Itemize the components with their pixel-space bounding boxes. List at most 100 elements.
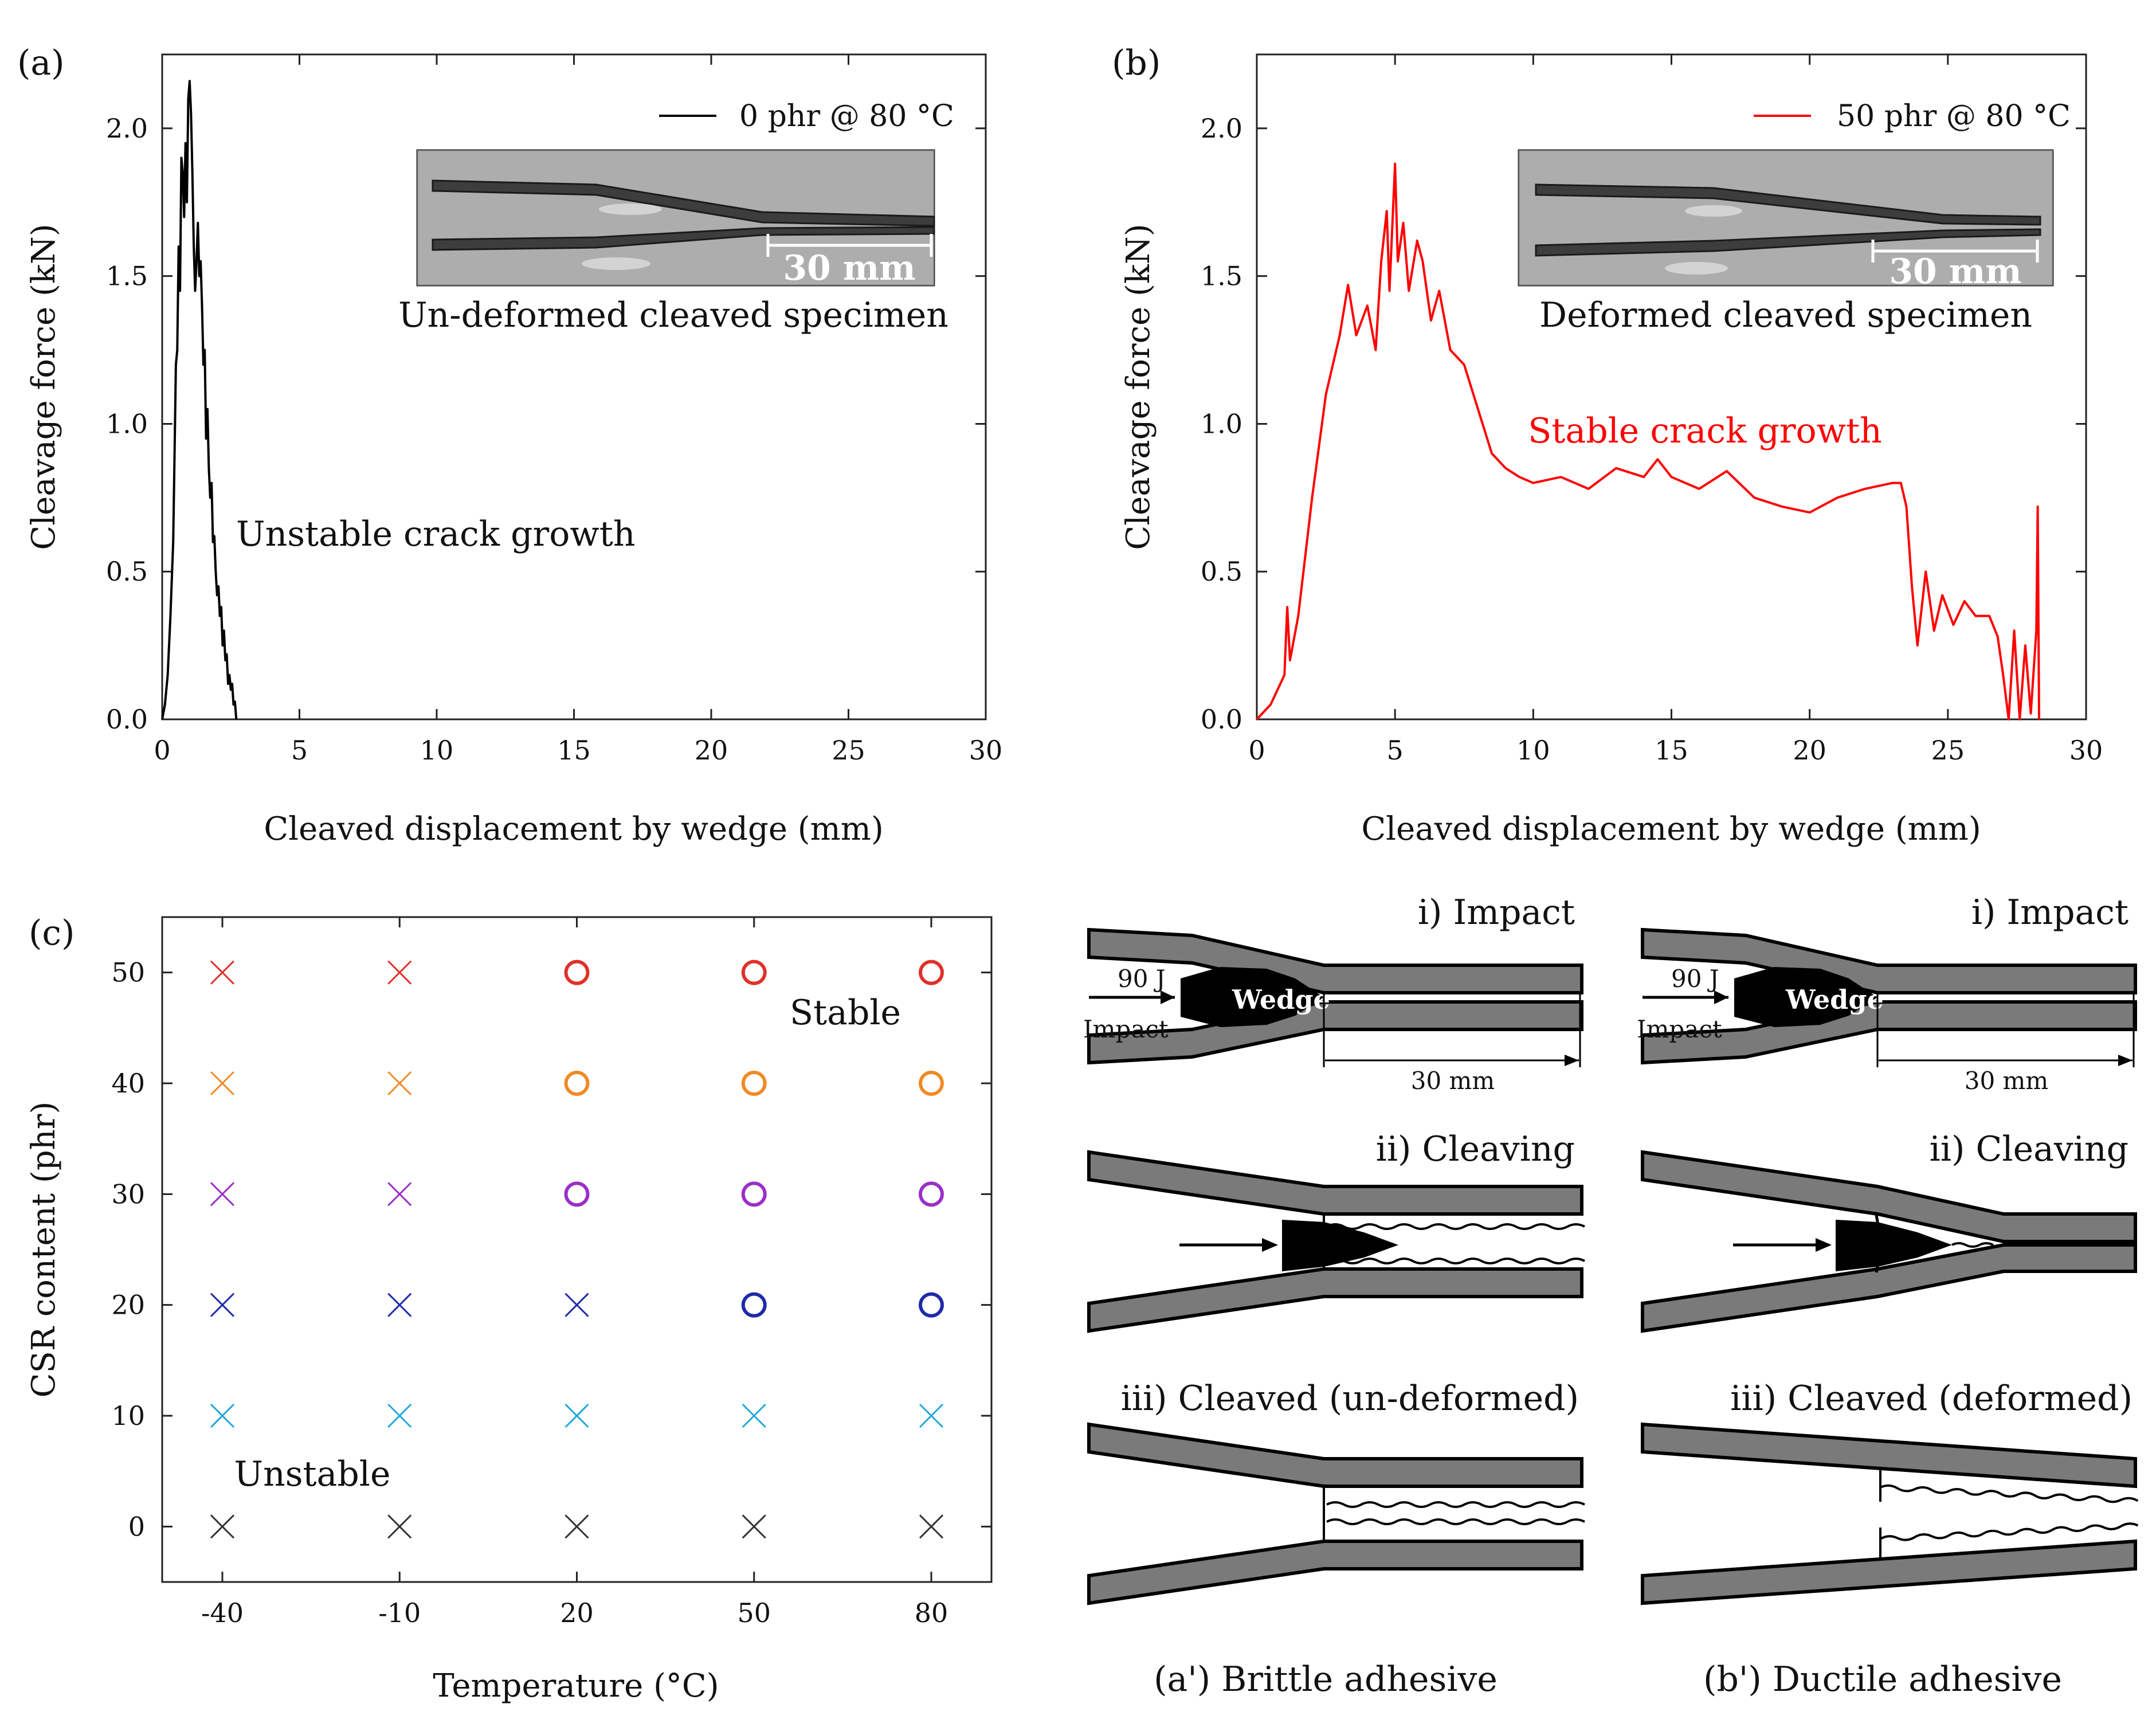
y-tick-label: 1.5 (1201, 261, 1242, 292)
y-tick-label: 2.0 (106, 113, 148, 144)
panel-c-label: (c) (29, 913, 75, 953)
impact-step-label: i) Impact (1971, 892, 2128, 933)
y-tick-label: 50 (111, 957, 145, 988)
impact-word: Impact (1637, 1015, 1722, 1043)
x-tick-label: 80 (915, 1597, 948, 1628)
x-tick-label: -40 (201, 1597, 244, 1628)
panel-b-series-line (1256, 162, 2040, 720)
panel-b-scale-label: 30 mm (1889, 252, 2021, 292)
panel-a-inset-caption: Un-deformed cleaved specimen (398, 295, 948, 335)
stable-marker (741, 1181, 767, 1207)
schematic-right-cleaved: iii) Cleaved (deformed) (1641, 1378, 2139, 1605)
panel-a-legend-label: 0 phr @ 80 °C (739, 99, 954, 134)
unstable-marker (210, 1071, 235, 1096)
x-tick-label: 20 (695, 735, 728, 766)
unstable-marker (387, 1514, 412, 1539)
cleaved-undeformed-label: iii) Cleaved (un-deformed) (1121, 1378, 1579, 1419)
unstable-marker (919, 1403, 944, 1428)
cleaved-deformed-label: iii) Cleaved (deformed) (1730, 1378, 2133, 1419)
unstable-marker (565, 1403, 589, 1428)
panel-b-x-ticks: 0 5 10 15 20 25 30 (1248, 54, 2103, 766)
x-tick-label: 50 (737, 1597, 771, 1628)
schematics: Wedge 90 J Impact 30 mm i) Impact ii) Cl… (1083, 892, 2139, 1699)
unstable-marker (387, 1403, 412, 1428)
x-tick-label: 0 (154, 735, 170, 766)
y-tick-label: 0.5 (1201, 556, 1242, 587)
unstable-marker (210, 1182, 235, 1207)
x-tick-label: 15 (557, 735, 591, 766)
stable-marker (564, 1071, 590, 1096)
panel-a-scale-label: 30 mm (783, 248, 915, 288)
x-tick-label: 5 (291, 735, 308, 766)
schematic-left-cleaved: iii) Cleaved (un-deformed) (1087, 1378, 1585, 1605)
stable-marker (919, 960, 944, 985)
panel-b-inset-photo: 30 mm (1518, 149, 2054, 292)
unstable-marker (565, 1514, 589, 1539)
panel-c-y-ticks: 0 10 20 30 40 50 (111, 957, 991, 1542)
x-tick-label: 25 (832, 735, 865, 766)
length-label: 30 mm (1965, 1067, 2048, 1095)
x-tick-label: 20 (1793, 735, 1826, 766)
panel-a-series-line (161, 80, 238, 720)
x-tick-label: 10 (420, 735, 454, 766)
panel-a-x-ticks: 0 5 10 15 20 25 30 (154, 54, 1002, 766)
schematic-right-impact: Wedge 90 J Impact 30 mm i) Impact (1637, 892, 2137, 1095)
cleaving-step-label: ii) Cleaving (1376, 1129, 1575, 1169)
unstable-marker (742, 1514, 766, 1539)
y-tick-label: 1.5 (106, 261, 148, 292)
impact-step-label: i) Impact (1418, 892, 1575, 933)
unstable-marker (210, 1293, 235, 1317)
x-tick-label: -10 (378, 1597, 421, 1628)
panel-b-x-axis-title: Cleaved displacement by wedge (mm) (1361, 810, 1981, 848)
panel-c-y-axis-title: CSR content (phr) (25, 1102, 62, 1398)
cleaving-step-label: ii) Cleaving (1930, 1129, 2128, 1169)
panel-c-chart: (c) -40 -10 20 50 80 0 10 20 30 40 50 Temperature… (25, 913, 993, 1705)
unstable-marker (565, 1293, 589, 1317)
panel-c-annotation-unstable: Unstable (234, 1454, 391, 1494)
panel-a-y-axis-title: Cleavage force (kN) (25, 224, 62, 550)
unstable-marker (387, 1071, 412, 1096)
y-tick-label: 0 (128, 1511, 145, 1542)
unstable-marker (387, 960, 412, 985)
x-tick-label: 20 (560, 1597, 594, 1628)
x-tick-label: 15 (1655, 735, 1688, 766)
unstable-marker (742, 1403, 766, 1428)
x-tick-label: 30 (969, 735, 1003, 766)
panel-c-markers (210, 960, 944, 1539)
panel-b-chart: (b) 0 5 10 15 20 25 30 0.0 0.5 1.0 1.5 2.0 Cleaved… (1112, 43, 2103, 848)
x-tick-label: 25 (1931, 735, 1965, 766)
y-tick-label: 40 (111, 1068, 145, 1099)
x-tick-label: 5 (1387, 735, 1404, 766)
panel-a-label: (a) (17, 43, 65, 83)
stable-marker (564, 1181, 590, 1207)
stable-marker (919, 1181, 944, 1207)
y-tick-label: 2.0 (1201, 113, 1242, 144)
wedge-label: Wedge (1232, 984, 1330, 1015)
panel-a-annotation: Unstable crack growth (236, 514, 635, 554)
unstable-marker (919, 1514, 944, 1539)
stable-marker (741, 960, 767, 985)
schematic-right-cleaving: ii) Cleaving (1641, 1129, 2137, 1333)
panel-c-x-ticks: -40 -10 20 50 80 (201, 917, 948, 1628)
unstable-marker (210, 960, 235, 985)
y-tick-label: 10 (111, 1400, 145, 1431)
stable-marker (919, 1071, 944, 1096)
length-label: 30 mm (1411, 1067, 1495, 1095)
panel-b-label: (b) (1112, 43, 1161, 83)
y-tick-label: 0.0 (106, 704, 148, 735)
energy-label: 90 J (1118, 965, 1166, 993)
panel-a-x-axis-title: Cleaved displacement by wedge (mm) (264, 810, 883, 848)
panel-b-y-ticks: 0.0 0.5 1.0 1.5 2.0 (1201, 113, 2086, 735)
panel-c-annotation-stable: Stable (790, 993, 901, 1033)
brittle-caption: (a') Brittle adhesive (1154, 1659, 1498, 1699)
unstable-marker (210, 1514, 235, 1539)
panel-c-x-axis-title: Temperature (°C) (433, 1667, 719, 1705)
panel-a-inset-photo: 30 mm (416, 149, 935, 288)
y-tick-label: 30 (111, 1178, 145, 1209)
y-tick-label: 20 (111, 1290, 145, 1321)
energy-label: 90 J (1671, 965, 1719, 993)
y-tick-label: 1.0 (106, 408, 148, 439)
unstable-marker (387, 1182, 412, 1207)
panel-b-inset-caption: Deformed cleaved specimen (1539, 295, 2032, 335)
